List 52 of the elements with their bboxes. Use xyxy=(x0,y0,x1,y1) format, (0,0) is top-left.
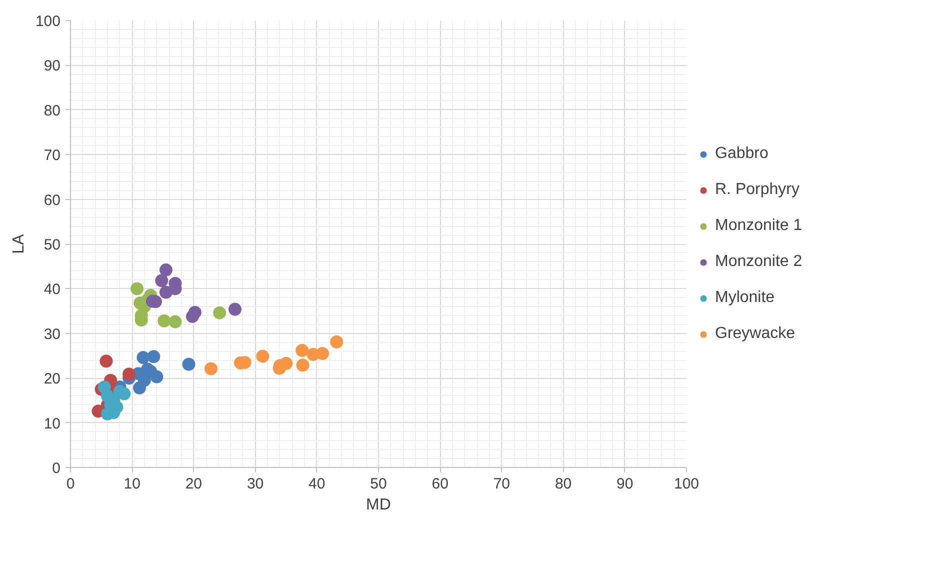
x-tick-label: 70 xyxy=(493,476,510,492)
x-tick-label: 90 xyxy=(616,476,634,492)
x-tick-label: 60 xyxy=(432,476,448,492)
point xyxy=(330,335,344,348)
legend-label: Monzonite 1 xyxy=(715,216,802,234)
y-axis-title: LA xyxy=(10,234,28,254)
point xyxy=(316,347,329,360)
legend-label: Greywacke xyxy=(715,324,796,342)
point xyxy=(228,302,242,316)
y-tick-label: 20 xyxy=(44,370,61,388)
point xyxy=(138,374,151,387)
legend-label: Monzonite 2 xyxy=(715,252,802,270)
y-tick-label: 60 xyxy=(44,192,61,209)
point xyxy=(122,368,136,381)
point xyxy=(168,315,182,328)
x-tick-label: 0 xyxy=(66,476,75,492)
y-tick-label: 40 xyxy=(44,281,61,298)
point xyxy=(188,306,202,319)
point xyxy=(296,344,309,357)
x-axis-title: MD xyxy=(366,496,391,514)
y-tick-label: 10 xyxy=(44,415,61,432)
point xyxy=(158,314,171,328)
y-tick-label: 100 xyxy=(35,13,61,30)
y-tick-label: 80 xyxy=(44,102,61,120)
point xyxy=(118,387,131,400)
point xyxy=(155,274,168,288)
y-tick-label: 90 xyxy=(44,58,61,75)
point xyxy=(204,362,218,376)
point xyxy=(159,263,172,276)
x-tick-label: 50 xyxy=(370,476,387,492)
point xyxy=(182,358,196,371)
point xyxy=(100,354,113,368)
point xyxy=(256,350,270,363)
legend-label: R. Porphyry xyxy=(715,180,800,198)
x-tick-label: 20 xyxy=(185,476,202,492)
y-tick-label: 30 xyxy=(44,326,61,343)
point xyxy=(130,282,144,296)
point xyxy=(147,350,160,364)
x-tick-label: 100 xyxy=(674,476,700,492)
point xyxy=(150,370,164,384)
y-tick-label: 70 xyxy=(44,147,61,164)
legend-label: Gabbro xyxy=(715,144,768,162)
point xyxy=(213,306,226,320)
point xyxy=(296,358,310,372)
x-tick-label: 80 xyxy=(554,476,572,492)
legend-label: Mylonite xyxy=(715,288,775,306)
point xyxy=(159,286,172,299)
x-tick-label: 10 xyxy=(124,476,140,492)
x-tick-label: 40 xyxy=(308,476,326,492)
y-tick-label: 50 xyxy=(44,236,61,254)
x-tick-label: 30 xyxy=(246,476,264,492)
y-tick-label: 0 xyxy=(52,460,60,477)
